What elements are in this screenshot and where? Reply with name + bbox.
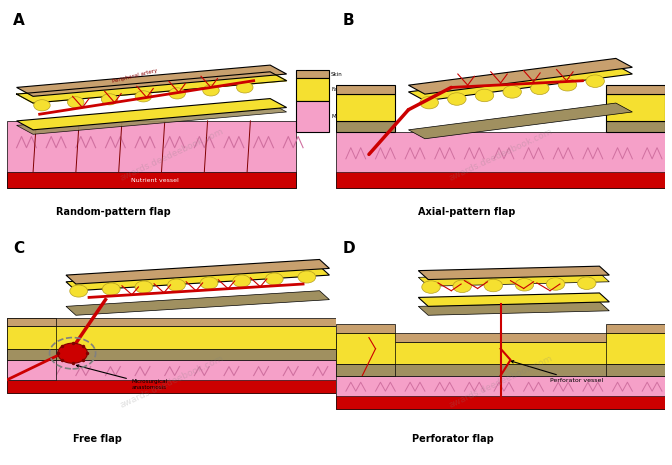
Circle shape <box>448 93 466 105</box>
Circle shape <box>453 280 471 292</box>
Polygon shape <box>7 326 336 349</box>
Circle shape <box>484 279 503 292</box>
Polygon shape <box>336 333 665 342</box>
Circle shape <box>233 275 251 287</box>
Polygon shape <box>606 85 665 94</box>
Circle shape <box>135 281 153 293</box>
Polygon shape <box>7 349 56 360</box>
Circle shape <box>34 100 50 111</box>
Circle shape <box>586 75 604 87</box>
Polygon shape <box>336 121 395 132</box>
Circle shape <box>515 279 534 291</box>
Polygon shape <box>17 72 286 103</box>
Circle shape <box>475 89 494 102</box>
Circle shape <box>169 88 185 99</box>
Polygon shape <box>7 326 56 349</box>
Polygon shape <box>7 318 336 326</box>
Polygon shape <box>418 273 610 286</box>
Polygon shape <box>296 79 329 101</box>
Circle shape <box>200 277 218 289</box>
Polygon shape <box>418 266 610 279</box>
Polygon shape <box>7 360 336 393</box>
Polygon shape <box>7 172 296 188</box>
Circle shape <box>531 82 549 94</box>
Text: B: B <box>343 13 354 28</box>
Text: Axial-pattern flap: Axial-pattern flap <box>418 206 515 217</box>
Polygon shape <box>336 324 395 333</box>
Circle shape <box>203 85 219 96</box>
Polygon shape <box>66 291 329 315</box>
Polygon shape <box>66 266 329 291</box>
Polygon shape <box>336 365 665 376</box>
Text: Perforator vessel: Perforator vessel <box>511 360 603 383</box>
Polygon shape <box>606 121 665 132</box>
Text: Nutrient vessel: Nutrient vessel <box>131 178 179 183</box>
Polygon shape <box>336 94 395 121</box>
Polygon shape <box>17 103 286 134</box>
Polygon shape <box>336 396 665 409</box>
Polygon shape <box>336 172 665 188</box>
Polygon shape <box>418 302 610 315</box>
Text: Fat: Fat <box>331 87 339 92</box>
Circle shape <box>70 285 87 297</box>
Text: Peripheral artery: Peripheral artery <box>112 68 158 84</box>
Circle shape <box>503 86 521 98</box>
Circle shape <box>546 278 565 290</box>
Circle shape <box>135 91 152 102</box>
Text: Random-pattern flap: Random-pattern flap <box>56 206 171 217</box>
Text: awards.deedeebook.com: awards.deedeebook.com <box>448 126 554 182</box>
Polygon shape <box>7 349 336 360</box>
Circle shape <box>102 283 120 295</box>
Circle shape <box>167 279 185 291</box>
Polygon shape <box>336 376 665 409</box>
Polygon shape <box>409 103 632 139</box>
Circle shape <box>237 82 253 93</box>
Polygon shape <box>606 324 665 333</box>
Polygon shape <box>17 72 286 103</box>
Polygon shape <box>336 333 395 365</box>
Polygon shape <box>7 360 56 380</box>
Circle shape <box>422 281 440 293</box>
Polygon shape <box>409 65 632 101</box>
Polygon shape <box>336 132 665 188</box>
Text: D: D <box>343 241 355 256</box>
Circle shape <box>558 79 577 91</box>
Text: Free flap: Free flap <box>73 434 122 445</box>
Polygon shape <box>336 85 395 94</box>
Circle shape <box>420 96 438 109</box>
Circle shape <box>58 343 87 363</box>
Text: awards.deedeebook.com: awards.deedeebook.com <box>448 354 554 410</box>
Text: Skin: Skin <box>331 72 343 77</box>
Text: Microsurgical
anastomosis: Microsurgical anastomosis <box>77 365 168 390</box>
Polygon shape <box>7 318 56 326</box>
Polygon shape <box>7 121 296 188</box>
Polygon shape <box>418 293 610 306</box>
Circle shape <box>298 271 316 283</box>
Polygon shape <box>606 333 665 365</box>
Polygon shape <box>336 342 665 365</box>
Polygon shape <box>296 101 329 132</box>
Text: awards.deedeebook.com: awards.deedeebook.com <box>118 354 224 410</box>
Text: awards.deedeebook.com: awards.deedeebook.com <box>118 126 224 182</box>
Polygon shape <box>17 65 286 96</box>
Text: C: C <box>13 241 24 256</box>
Circle shape <box>101 94 118 105</box>
Circle shape <box>577 277 596 290</box>
Circle shape <box>265 273 283 285</box>
Text: Perforator flap: Perforator flap <box>412 434 493 445</box>
Polygon shape <box>66 259 329 284</box>
Polygon shape <box>606 94 665 121</box>
Polygon shape <box>296 70 329 79</box>
Text: A: A <box>13 13 25 28</box>
Polygon shape <box>409 59 632 94</box>
Circle shape <box>67 97 84 108</box>
Polygon shape <box>336 365 395 376</box>
Polygon shape <box>7 380 336 393</box>
Polygon shape <box>17 99 286 130</box>
Polygon shape <box>606 365 665 376</box>
Text: Muscle: Muscle <box>331 114 350 119</box>
